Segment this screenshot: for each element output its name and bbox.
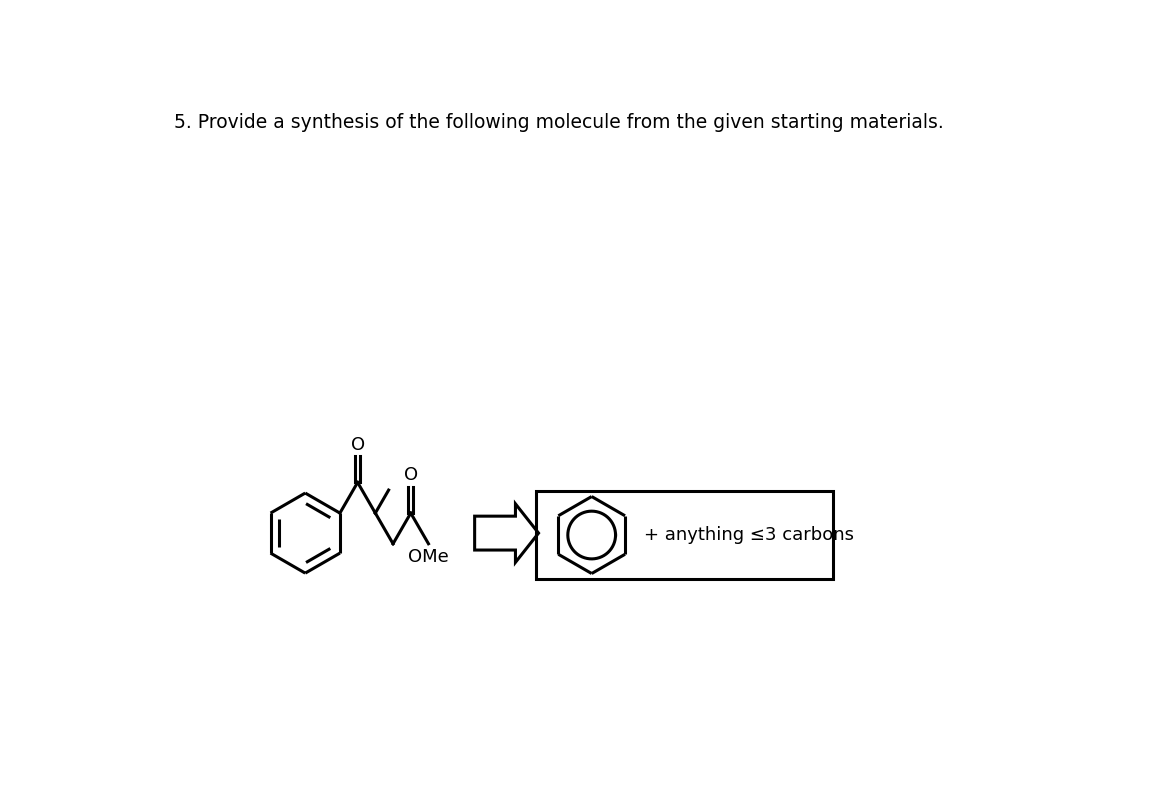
Polygon shape bbox=[475, 504, 539, 562]
Text: O: O bbox=[403, 466, 417, 484]
Text: 5. Provide a synthesis of the following molecule from the given starting materia: 5. Provide a synthesis of the following … bbox=[175, 114, 944, 133]
Text: OMe: OMe bbox=[408, 549, 449, 566]
Text: + anything ≤3 carbons: + anything ≤3 carbons bbox=[644, 526, 854, 544]
Bar bbox=[536, 491, 832, 579]
Text: O: O bbox=[350, 436, 364, 454]
